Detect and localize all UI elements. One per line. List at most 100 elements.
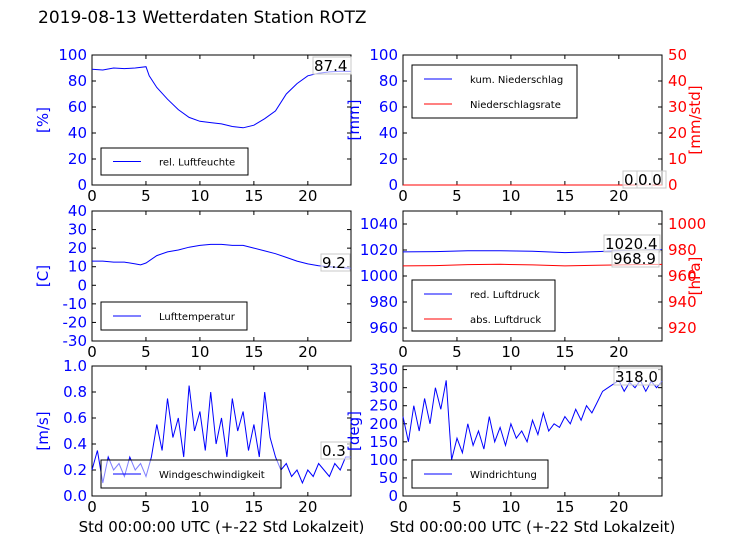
pressure-ytick-right-label: 920 [668,319,697,337]
windspeed-xtick-label: 15 [244,498,263,516]
humidity-readout-box [312,56,352,75]
precipitation-ytick-right-label: 10 [668,150,687,168]
winddirection-ytick-label: 100 [369,451,398,469]
precipitation-ytick-right-label: 0 [668,176,678,194]
precipitation-ylabel-right: [mm/std] [686,85,704,154]
temperature-xtick-label: 10 [190,343,209,361]
pressure-xtick-label: 20 [609,343,628,361]
temperature-xtick-label: 0 [87,343,97,361]
humidity-xtick-label: 0 [87,187,97,205]
winddirection-xtick-label: 10 [501,498,520,516]
winddirection-ytick-label: 0 [388,487,398,505]
pressure-legend-box [411,279,556,332]
winddirection-ytick-label: 300 [369,379,398,397]
precipitation-ytick-right-label: 30 [668,98,687,116]
windspeed-xtick-label: 20 [298,498,317,516]
temperature-xtick-label: 15 [244,343,263,361]
windspeed-xtick-label: 0 [87,498,97,516]
precipitation-ytick-right-label: 40 [668,72,687,90]
winddirection-xtick-label: 15 [555,498,574,516]
temperature-readout-box [320,253,351,272]
precipitation-xtick-label: 20 [609,187,628,205]
windspeed-ytick-label: 0.2 [63,461,87,479]
pressure-ytick-label: 980 [369,293,398,311]
winddirection-xtick-label: 0 [398,498,408,516]
winddirection-ytick-label: 350 [369,361,398,379]
pressure-ylabel-right: [hPa] [686,257,704,296]
pressure-ytick-label: 1000 [360,267,398,285]
humidity-ylabel: [%] [34,107,52,133]
humidity-ytick-label: 100 [58,46,87,64]
temperature-xtick-label: 20 [298,343,317,361]
windspeed-ytick-label: 0.6 [63,409,87,427]
winddirection-xtick-label: 5 [452,498,462,516]
winddirection-ytick-label: 250 [369,397,398,415]
temperature-xtick-label: 5 [141,343,151,361]
precipitation-readout-right: 0.0 [638,171,662,189]
precipitation-ytick-label: 60 [379,98,398,116]
pressure-xtick-label: 15 [555,343,574,361]
winddirection-xlabel: Std 00:00:00 UTC (+-22 Std Lokalzeit) [390,518,676,536]
pressure-ytick-right-label: 960 [668,267,697,285]
winddirection-readout: 318.0 [615,368,658,386]
humidity-ytick-label: 80 [68,72,87,90]
temperature-ytick-label: 10 [68,258,87,276]
humidity-series-line [91,66,352,129]
temperature-ytick-label: 20 [68,239,87,257]
pressure-xtick-label: 5 [452,343,462,361]
precipitation-ytick-label: 100 [369,46,398,64]
precipitation-xtick-label: 15 [555,187,574,205]
temperature-ytick-label: 30 [68,221,87,239]
windspeed-ylabel: [m/s] [34,411,52,450]
precipitation-ytick-label: 40 [379,124,398,142]
pressure-xtick-label: 10 [501,343,520,361]
winddirection-ytick-label: 150 [369,433,398,451]
humidity-xtick-label: 10 [190,187,209,205]
precipitation-legend-label: kum. Niederschlag [470,75,563,86]
windspeed-readout-box [320,441,351,460]
humidity-xtick-label: 5 [141,187,151,205]
precipitation-ytick-right-label: 20 [668,124,687,142]
winddirection-ytick-label: 50 [379,469,398,487]
pressure-ytick-right-label: 940 [668,293,697,311]
humidity-legend-label: rel. Luftfeuchte [159,158,235,169]
humidity-xtick-label: 20 [298,187,317,205]
temperature-ytick-label: 0 [77,276,87,294]
windspeed-ytick-label: 1.0 [63,357,87,375]
windspeed-legend-label: Windgeschwindigkeit [159,470,265,481]
pressure-ytick-right-label: 980 [668,241,697,259]
humidity-readout: 87.4 [314,57,347,75]
windspeed-xtick-label: 10 [190,498,209,516]
pressure-legend-label: abs. Luftdruck [470,315,541,326]
winddirection-readout-box [613,367,662,386]
windspeed-ytick-label: 0.0 [63,487,87,505]
precipitation-xtick-label: 5 [452,187,462,205]
pressure-readout: 1020.4 [605,235,658,253]
windspeed-ytick-label: 0.4 [63,435,87,453]
precipitation-panel: 0 5 10 15 20 0 20 40 60 80 100 0 10 20 30 40 50 [mm] [mm/s… [345,46,704,205]
precipitation-xtick-label: 0 [398,187,408,205]
temperature-readout: 9.2 [322,254,346,272]
pressure-ytick-label: 960 [369,319,398,337]
humidity-ytick-label: 20 [68,150,87,168]
winddirection-ytick-label: 200 [369,415,398,433]
temperature-series-line [92,243,352,269]
windspeed-readout: 0.3 [322,442,346,460]
windspeed-ytick-label: 0.8 [63,383,87,401]
pressure-readout-right: 968.9 [613,250,656,268]
precipitation-legend-label: Niederschlagsrate [470,100,561,111]
winddirection-xtick-label: 20 [609,498,628,516]
precipitation-ytick-label: 20 [379,150,398,168]
temperature-ytick-label: 40 [68,202,87,220]
pressure-xtick-label: 0 [398,343,408,361]
temperature-ytick-label: -20 [63,313,88,331]
temperature-panel: 0 5 10 15 20-30-20-10010203040[C]Lufttempera… [34,202,352,361]
humidity-ytick-label: 60 [68,98,87,116]
pressure-legend-label: red. Luftdruck [470,290,540,301]
precipitation-readout-right-box [636,170,667,189]
precipitation-ytick-label: 80 [379,72,398,90]
figure-title: 2019-08-13 Wetterdaten Station ROTZ [38,8,367,28]
